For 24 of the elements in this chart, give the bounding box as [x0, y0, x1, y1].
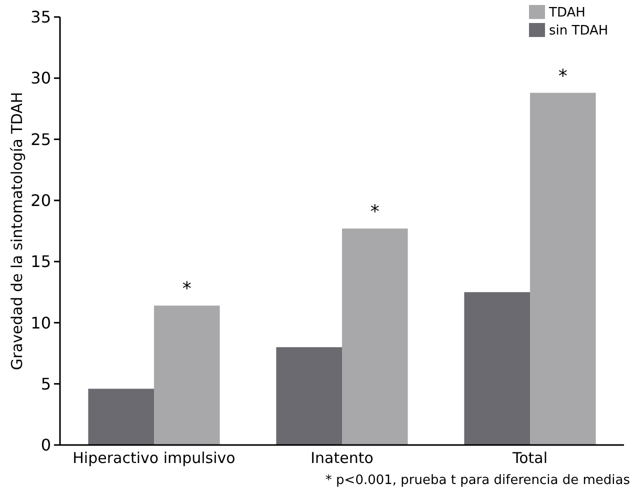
y-tick-label: 15: [30, 252, 51, 272]
annotation: *: [558, 66, 568, 87]
y-tick-label: 35: [30, 8, 51, 27]
y-axis-title: Gravedad de la sintomatología TDAH: [8, 92, 26, 370]
bar: [342, 228, 408, 445]
annotation: *: [370, 202, 380, 223]
x-tick-label: Inatento: [310, 449, 374, 467]
bar: [276, 347, 342, 445]
bar: [464, 292, 530, 445]
x-tick-label: Total: [511, 449, 548, 467]
y-tick-label: 5: [40, 374, 51, 394]
legend-label: TDAH: [548, 6, 586, 21]
text: * p<0.001, prueba t para diferencia de medias: [325, 473, 630, 488]
annotation: *: [182, 278, 192, 300]
bar: [530, 92, 596, 445]
y-tick-label: 25: [30, 130, 51, 149]
bar: [154, 306, 220, 445]
bar: [88, 388, 154, 445]
y-tick-label: 30: [30, 68, 51, 88]
x-tick-label: Hiperactivo impulsivo: [72, 449, 236, 467]
y-tick-label: 0: [40, 436, 51, 455]
y-tick-label: 10: [30, 313, 51, 332]
legend-label: sin TDAH: [549, 24, 608, 39]
y-tick-label: 20: [30, 191, 51, 210]
